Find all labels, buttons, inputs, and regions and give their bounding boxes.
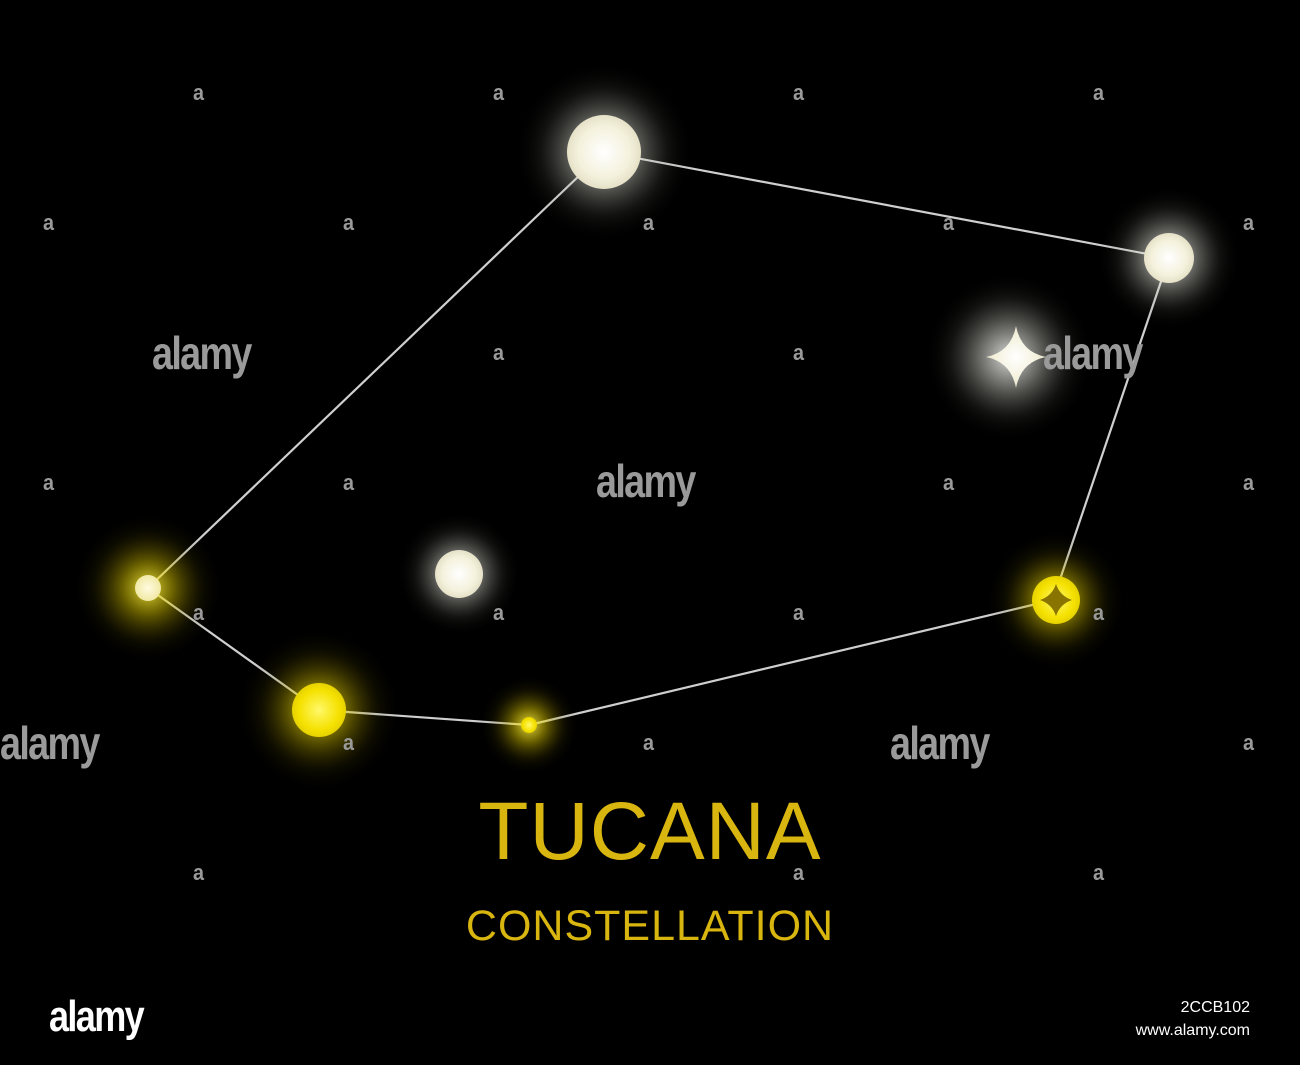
star-white-upper-right [1144, 233, 1194, 283]
image-id: 2CCB102 [1180, 999, 1250, 1016]
alamy-logo: alamy [49, 992, 145, 1041]
constellation-subtitle: CONSTELLATION [465, 902, 835, 950]
star-sparkle-white [986, 326, 1046, 388]
star-glows [73, 62, 1241, 792]
stars [135, 115, 1194, 737]
star-white-center [435, 550, 483, 598]
star-white-large [567, 115, 641, 189]
footer-bar [0, 1005, 1300, 1065]
constellation-line [146, 150, 606, 590]
star-yellow-large [292, 683, 346, 737]
constellation-title: TUCANA [478, 786, 822, 877]
site-url: www.alamy.com [1135, 1022, 1250, 1039]
star-pale-yellow [135, 575, 161, 601]
constellation-line [527, 598, 1055, 727]
star-yellow-small [521, 717, 537, 733]
constellation-line [602, 150, 1171, 260]
star-sparkle-yellow [1040, 584, 1072, 616]
